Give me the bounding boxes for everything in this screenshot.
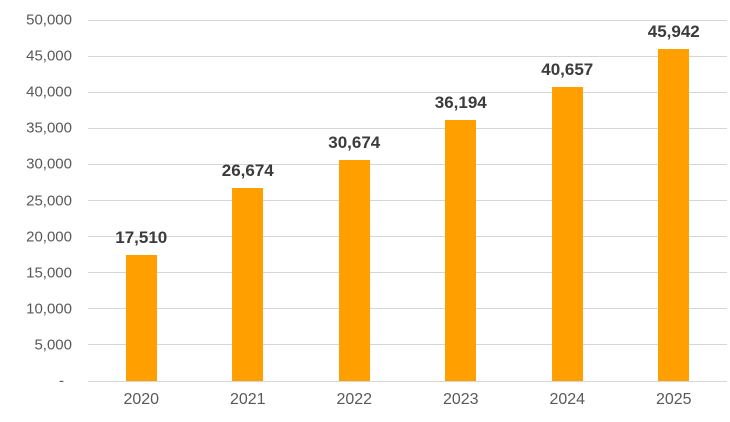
- bar-2021: [232, 188, 264, 381]
- bar-value-label-2022: 30,674: [328, 132, 381, 152]
- gridline: [88, 236, 727, 238]
- bar-2025: [658, 49, 690, 381]
- x-tick-label-2024: 2024: [549, 391, 586, 408]
- y-tick-label: 30,000: [26, 155, 72, 173]
- gridline: [88, 19, 727, 21]
- gridline: [88, 163, 727, 165]
- x-tick-label-2022: 2022: [336, 391, 373, 408]
- x-tick-label-2023: 2023: [442, 391, 479, 408]
- y-tick-label: 40,000: [26, 83, 72, 101]
- x-tick-label-2021: 2021: [229, 391, 266, 408]
- y-tick-label: 15,000: [26, 264, 72, 282]
- bar-2020: [125, 254, 157, 381]
- y-tick-label: 50,000: [26, 11, 72, 29]
- x-tick-label-2025: 2025: [655, 391, 692, 408]
- y-tick-label: 5,000: [34, 336, 72, 354]
- x-tick-label-2020: 2020: [123, 391, 160, 408]
- plot-area: 17,510 2020 26,674 2021 30,674 2022 36,194 2023…: [88, 19, 727, 408]
- bar-value-label-2024: 40,657: [541, 60, 594, 80]
- gridline: [88, 55, 727, 57]
- gridline: [88, 127, 727, 129]
- y-tick-label: 35,000: [26, 119, 72, 137]
- gridline: [88, 344, 727, 346]
- y-tick-label: 20,000: [26, 228, 72, 246]
- bar-value-label-2020: 17,510: [115, 227, 168, 247]
- bar-2022: [338, 159, 370, 381]
- bar-value-label-2021: 26,674: [221, 161, 274, 181]
- bar-value-label-2023: 36,194: [434, 92, 487, 112]
- bar-2023: [445, 119, 477, 381]
- y-tick-label: -: [59, 372, 64, 390]
- y-tick-label: 45,000: [26, 47, 72, 65]
- gridline: [88, 308, 727, 310]
- gridline: [88, 200, 727, 201]
- gridline: [88, 91, 727, 93]
- gridline: [88, 272, 727, 274]
- y-tick-label: 10,000: [26, 300, 72, 318]
- y-axis: - 5,000 10,000 15,000 20,000 25,000 30,000 35,0…: [0, 12, 72, 390]
- bar-value-label-2025: 45,942: [647, 22, 700, 42]
- gridline: [88, 380, 727, 382]
- bar-2024: [551, 87, 583, 381]
- y-tick-label: 25,000: [26, 192, 72, 209]
